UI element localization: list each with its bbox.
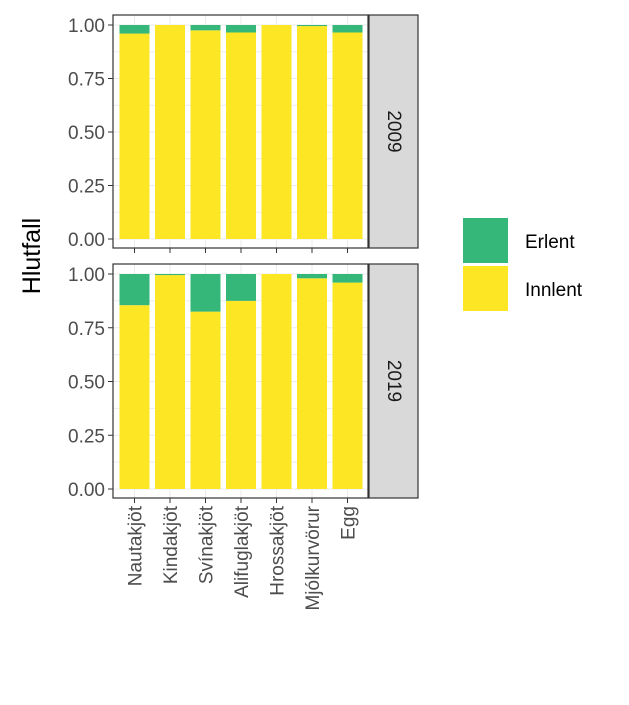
y-tick-label: 0.25 bbox=[68, 177, 105, 198]
x-category-label: Mjólkurvörur bbox=[303, 505, 324, 610]
y-tick-label: 0.50 bbox=[68, 373, 105, 394]
legend-key-innlent bbox=[463, 266, 508, 311]
bar-innlent-2019-3 bbox=[226, 300, 256, 489]
y-tick-label: 1.00 bbox=[68, 16, 105, 37]
y-tick-label: 0.00 bbox=[68, 480, 105, 501]
bar-innlent-2009-4 bbox=[261, 25, 292, 239]
y-tick-label: 0.75 bbox=[68, 319, 105, 340]
x-category-label: Svínakjöt bbox=[197, 505, 218, 584]
bar-innlent-2019-1 bbox=[155, 275, 185, 489]
facet-strip-2019 bbox=[368, 263, 419, 499]
facet-label: 2019 bbox=[383, 360, 404, 402]
x-category-label: Hrossakjöt bbox=[268, 505, 289, 595]
bar-innlent-2019-6 bbox=[332, 282, 363, 489]
x-category-label: Alifuglakjöt bbox=[232, 505, 253, 598]
facet-label: 2009 bbox=[383, 110, 404, 152]
x-category-label: Egg bbox=[339, 506, 360, 540]
y-tick-label: 0.25 bbox=[68, 426, 105, 447]
bar-innlent-2009-2 bbox=[190, 30, 221, 239]
facet-strip-2009 bbox=[368, 14, 419, 249]
bar-innlent-2009-6 bbox=[332, 32, 363, 239]
y-tick-label: 0.50 bbox=[68, 123, 105, 144]
x-category-label: Kindakjöt bbox=[161, 505, 182, 584]
bar-innlent-2009-0 bbox=[119, 33, 150, 240]
y-tick-label: 0.75 bbox=[68, 70, 105, 91]
bar-innlent-2009-1 bbox=[155, 25, 185, 239]
bar-innlent-2009-3 bbox=[226, 32, 256, 239]
bar-erlent-2019-5 bbox=[297, 274, 327, 279]
bar-erlent-2009-6 bbox=[332, 25, 363, 33]
bar-innlent-2019-4 bbox=[261, 274, 292, 489]
bar-erlent-2009-5 bbox=[297, 25, 327, 27]
bar-erlent-2019-2 bbox=[190, 274, 221, 312]
bar-erlent-2019-0 bbox=[119, 274, 150, 306]
bar-innlent-2019-2 bbox=[190, 311, 221, 489]
bar-innlent-2019-5 bbox=[297, 278, 327, 489]
y-tick-label: 1.00 bbox=[68, 265, 105, 286]
bar-innlent-2019-0 bbox=[119, 305, 150, 489]
legend-label: Erlent bbox=[525, 232, 575, 253]
legend-key-erlent bbox=[463, 218, 508, 263]
bar-erlent-2019-3 bbox=[226, 274, 256, 301]
bar-erlent-2019-6 bbox=[332, 274, 363, 283]
x-category-label: Nautakjöt bbox=[126, 505, 147, 586]
bar-erlent-2009-3 bbox=[226, 25, 256, 33]
bar-erlent-2009-2 bbox=[190, 25, 221, 31]
bar-erlent-2019-1 bbox=[155, 274, 185, 276]
legend-label: Innlent bbox=[525, 280, 583, 301]
bar-innlent-2009-5 bbox=[297, 26, 327, 239]
y-tick-label: 0.00 bbox=[68, 230, 105, 251]
bar-erlent-2009-0 bbox=[119, 25, 150, 34]
y-axis-title: Hlutfall bbox=[18, 218, 46, 294]
